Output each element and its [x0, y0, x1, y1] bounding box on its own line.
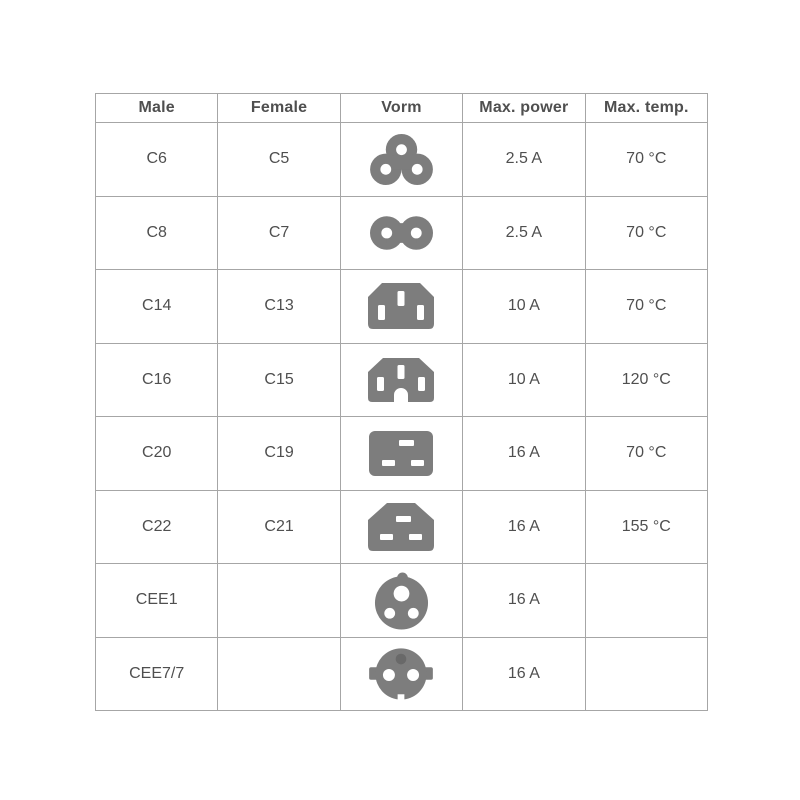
vorm-cell [339, 122, 464, 197]
power-cell: 16 A [462, 489, 586, 564]
cee77-schuko-plug-icon [369, 648, 434, 702]
vorm-cell [339, 489, 464, 564]
c6-cloverleaf-connector-icon [370, 133, 433, 185]
female-cell: C19 [217, 416, 341, 491]
temp-cell: 70 °C [584, 416, 709, 491]
column-header-max-power: Max. power [462, 93, 586, 123]
male-cell: C8 [94, 195, 219, 270]
female-cell: C13 [217, 269, 341, 344]
power-cell: 10 A [462, 269, 586, 344]
table-row-c20: C20 C19 16 A 70 °C [94, 416, 709, 491]
power-cell: 2.5 A [462, 195, 586, 270]
vorm-cell [339, 416, 464, 491]
c8-figure-eight-connector-icon [369, 216, 433, 250]
vorm-cell [339, 195, 464, 270]
column-header-male: Male [94, 93, 219, 123]
table-row-cee77: CEE7/7 [94, 636, 709, 711]
temp-cell: 120 °C [584, 342, 709, 417]
table-row-c6: C6 C5 [94, 122, 709, 197]
header-row: Male Female Vorm Max. power Max. temp. [94, 93, 709, 123]
temp-cell: 70 °C [584, 195, 709, 270]
male-cell: CEE7/7 [94, 636, 219, 711]
table-row-c16: C16 C15 10 A 120 °C [94, 342, 709, 417]
column-header-vorm: Vorm [339, 93, 464, 123]
vorm-cell [339, 636, 464, 711]
vorm-cell [339, 269, 464, 344]
male-cell: C14 [94, 269, 219, 344]
connector-spec-table: Male Female Vorm Max. power Max. temp. C… [94, 93, 709, 711]
power-cell: 16 A [462, 563, 586, 638]
column-header-female: Female [217, 93, 341, 123]
temp-cell: 70 °C [584, 269, 709, 344]
vorm-cell [339, 563, 464, 638]
c14-inlet-connector-icon [368, 283, 435, 330]
c22-inlet-connector-icon [368, 502, 435, 551]
power-cell: 16 A [462, 416, 586, 491]
temp-cell: 155 °C [584, 489, 709, 564]
table-row-c22: C22 C21 16 A 155 °C [94, 489, 709, 564]
table-row-cee1: CEE1 16 A [94, 563, 709, 638]
female-cell: C21 [217, 489, 341, 564]
male-cell: C16 [94, 342, 219, 417]
table-row-c8: C8 C7 2.5 A [94, 195, 709, 270]
male-cell: C20 [94, 416, 219, 491]
c16-inlet-connector-icon [368, 357, 435, 402]
female-cell: C5 [217, 122, 341, 197]
temp-cell [584, 563, 709, 638]
female-cell: C15 [217, 342, 341, 417]
female-cell: C7 [217, 195, 341, 270]
male-cell: CEE1 [94, 563, 219, 638]
male-cell: C6 [94, 122, 219, 197]
power-cell: 2.5 A [462, 122, 586, 197]
power-cell: 10 A [462, 342, 586, 417]
female-cell [217, 563, 341, 638]
vorm-cell [339, 342, 464, 417]
male-cell: C22 [94, 489, 219, 564]
c20-inlet-connector-icon [369, 430, 434, 476]
temp-cell [584, 636, 709, 711]
cee1-round-plug-icon [374, 572, 429, 630]
column-header-max-temp: Max. temp. [584, 93, 709, 123]
table-row-c14: C14 C13 10 A 70 °C [94, 269, 709, 344]
temp-cell: 70 °C [584, 122, 709, 197]
power-cell: 16 A [462, 636, 586, 711]
female-cell [217, 636, 341, 711]
